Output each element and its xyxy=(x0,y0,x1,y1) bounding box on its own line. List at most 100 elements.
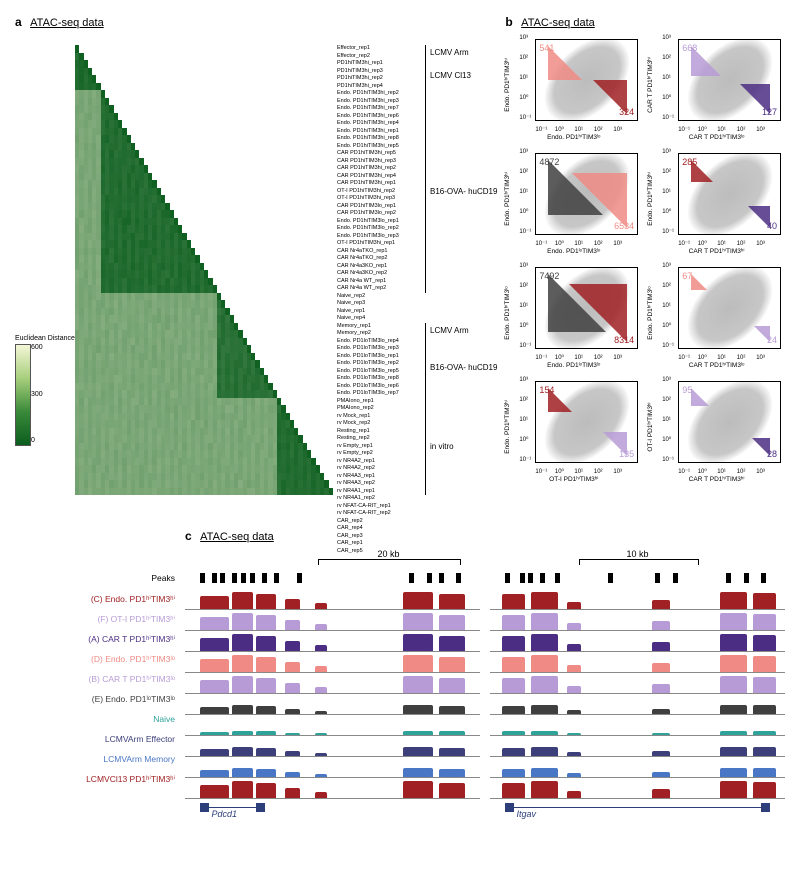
colorbar-min: 0 xyxy=(31,437,43,444)
heatmap-row-label: Endo. PD1hiTIM3hi_rep7 xyxy=(337,105,399,113)
heatmap-row-label: rv Empty_rep2 xyxy=(337,450,399,458)
heatmap-row-label: Naive_rep3 xyxy=(337,300,399,308)
heatmap-group: B16-OVA- huCD19 xyxy=(425,338,497,398)
panel-b-letter: b xyxy=(505,15,512,29)
scatter-count-upper: 285 xyxy=(682,157,697,167)
scatter-xlabel: OT-I PD1ʰⁱTIM3ʰⁱ xyxy=(549,475,598,483)
heatmap-group: B16-OVA- huCD19 xyxy=(425,90,497,293)
heatmap-row-label: rv NFAT-CA-RIT_rep1 xyxy=(337,503,399,511)
track-row xyxy=(185,610,480,631)
track-col-right: 10 kb Itgav xyxy=(490,549,785,819)
panel-a-letter: a xyxy=(15,15,22,29)
heatmap-row-label: CAR_rep2 xyxy=(337,518,399,526)
gene-row: Pdcd1 xyxy=(185,799,480,819)
heatmap-row-label: CAR PD1hiTIM3lo_rep1 xyxy=(337,203,399,211)
scatter-plot: 7492 8314 Endo. PD1ʰⁱTIM3ˡᵒ Endo. PD1ˡᵒT… xyxy=(505,263,642,371)
gene-row: Itgav xyxy=(490,799,785,819)
heatmap-row-label: Memory_rep2 xyxy=(337,330,399,338)
track-row xyxy=(490,631,785,652)
track-label: (B) CAR T PD1ʰⁱTIM3ˡᵒ xyxy=(15,669,175,689)
track-label: (F) OT-I PD1ʰⁱTIM3ʰⁱ xyxy=(15,609,175,629)
track-col-left: 20 kb Pdcd1 xyxy=(185,549,480,819)
heatmap-row-label: Endo. PD1loTIM3lo_rep6 xyxy=(337,383,399,391)
track-label: LCMVArm Memory xyxy=(15,749,175,769)
heatmap xyxy=(75,45,335,495)
heatmap-row-label: Endo. PD1loTIM3lo_rep1 xyxy=(337,353,399,361)
heatmap-row-label: CAR PD1hiTIM3hi_rep5 xyxy=(337,150,399,158)
colorbar-mid: 300 xyxy=(31,391,43,398)
peaks-row xyxy=(490,567,785,589)
heatmap-row-label: Memory_rep1 xyxy=(337,323,399,331)
scatter-ylabel: Endo. PD1ʰⁱTIM3ˡᵒ xyxy=(503,286,511,339)
heatmap-row-label: rv Mock_rep2 xyxy=(337,420,399,428)
track-row xyxy=(490,736,785,757)
scatter-grid: 541 324 Endo. PD1ʰⁱTIM3ʰⁱ Endo. PD1ʰⁱTIM… xyxy=(505,35,785,485)
panel-c: c ATAC-seq data Peaks(C) Endo. PD1ʰⁱTIM3… xyxy=(15,529,785,819)
heatmap-row-label: OT-I PD1hiTIM3hi_rep3 xyxy=(337,195,399,203)
track-label: (E) Endo. PD1ˡᵒTIM3ˡᵒ xyxy=(15,689,175,709)
scatter-xlabel: Endo. PD1ʰⁱTIM3ˡᵒ xyxy=(547,133,600,141)
scatter-count-lower: 324 xyxy=(619,107,634,117)
scatter-plot: 95 28 OT-I PD1ʰⁱTIM3ʰⁱ CAR T PD1ʰⁱTIM3ʰⁱ… xyxy=(648,377,785,485)
colorbar-max: 600 xyxy=(31,344,43,351)
scatter-ylabel: Endo. PD1ʰⁱTIM3ʰⁱ xyxy=(503,58,511,112)
heatmap-row-label: CAR PD1hiTIM3hi_rep1 xyxy=(337,180,399,188)
scatter-plot: 285 40 Endo. PD1ʰⁱTIM3ʰⁱ CAR T PD1ʰⁱTIM3… xyxy=(648,149,785,257)
heatmap-row-label: rv NR4A1_rep1 xyxy=(337,488,399,496)
heatmap-row-label: rv NR4A3_rep1 xyxy=(337,473,399,481)
track-row xyxy=(185,589,480,610)
heatmap-group: in vitro xyxy=(425,398,454,496)
heatmap-row-label: Endo. PD1hiTIM3lo_rep1 xyxy=(337,218,399,226)
scatter-count-lower: 6534 xyxy=(614,221,634,231)
scatter-xlabel: CAR T PD1ʰⁱTIM3ʰⁱ xyxy=(689,247,745,255)
scatter-count-upper: 4872 xyxy=(539,157,559,167)
heatmap-row-label: CAR Nr4a WT_rep1 xyxy=(337,278,399,286)
scatter-ylabel: Endo. PD1ʰⁱTIM3ˡᵒ xyxy=(646,286,654,339)
heatmap-row-label: CAR Nr4aTKO_rep2 xyxy=(337,255,399,263)
heatmap-row-label: CAR_rep4 xyxy=(337,525,399,533)
panel-c-letter: c xyxy=(185,529,192,543)
heatmap-row-label: CAR_rep1 xyxy=(337,540,399,548)
scatter-plot: 154 135 Endo. PD1ʰⁱTIM3ʰⁱ OT-I PD1ʰⁱTIM3… xyxy=(505,377,642,485)
scatter-count-lower: 135 xyxy=(619,449,634,459)
heatmap-row-label: Endo. PD1hiTIM3lo_rep2 xyxy=(337,225,399,233)
heatmap-row-label: CAR PD1hiTIM3hi_rep3 xyxy=(337,158,399,166)
heatmap-group: LCMV Arm xyxy=(425,45,469,60)
heatmap-row-label: CAR PD1hiTIM3hi_rep2 xyxy=(337,165,399,173)
track-labels: Peaks(C) Endo. PD1ʰⁱTIM3ʰⁱ(F) OT-I PD1ʰⁱ… xyxy=(15,549,175,819)
track-row xyxy=(490,673,785,694)
track-row xyxy=(185,757,480,778)
panel-c-title: ATAC-seq data xyxy=(200,531,274,543)
heatmap-row-label: Effector_rep2 xyxy=(337,53,399,61)
track-label: (D) Endo. PD1ʰⁱTIM3ˡᵒ xyxy=(15,649,175,669)
track-row xyxy=(490,694,785,715)
heatmap-row-label: Endo. PD1hiTIM3hi_rep2 xyxy=(337,90,399,98)
panel-a-title: ATAC-seq data xyxy=(30,17,104,29)
track-label: (C) Endo. PD1ʰⁱTIM3ʰⁱ xyxy=(15,589,175,609)
track-row xyxy=(490,652,785,673)
scatter-xlabel: CAR T PD1ʰⁱTIM3ˡᵒ xyxy=(689,133,745,141)
heatmap-row-label: Resting_rep2 xyxy=(337,435,399,443)
heatmap-row-label: rv Empty_rep1 xyxy=(337,443,399,451)
scatter-count-lower: 127 xyxy=(762,107,777,117)
heatmap-row-label: Endo. PD1loTIM3lo_rep4 xyxy=(337,338,399,346)
heatmap-row-label: OT-I PD1hiTIM3hi_rep2 xyxy=(337,188,399,196)
heatmap-group: LCMV Cl13 xyxy=(425,60,471,90)
scatter-count-upper: 95 xyxy=(682,385,692,395)
track-row xyxy=(490,715,785,736)
scatter-count-lower: 28 xyxy=(767,449,777,459)
scatter-xlabel: Endo. PD1ˡᵒTIM3ˡᵒ xyxy=(547,248,600,255)
heatmap-row-label: Endo. PD1loTIM3lo_rep3 xyxy=(337,345,399,353)
heatmap-row-label: rv NR4A2_rep2 xyxy=(337,465,399,473)
heatmap-row-label: OT-I PD1hiTIM3hi_rep1 xyxy=(337,240,399,248)
track-row xyxy=(185,736,480,757)
scatter-plot: 4872 6534 Endo. PD1ʰⁱTIM3ʰⁱ Endo. PD1ˡᵒT… xyxy=(505,149,642,257)
gene-name: Itgav xyxy=(517,809,537,819)
gene-name: Pdcd1 xyxy=(212,809,238,819)
heatmap-row-label: rv NR4A3_rep2 xyxy=(337,480,399,488)
panel-a: a ATAC-seq data Effector_rep1Effector_re… xyxy=(15,15,490,515)
colorbar-title: Euclidean Distance xyxy=(15,335,75,342)
heatmap-row-label: Endo. PD1loTIM3lo_rep7 xyxy=(337,390,399,398)
track-row xyxy=(185,715,480,736)
scatter-xlabel: CAR T PD1ʰⁱTIM3ʰⁱ xyxy=(689,475,745,483)
